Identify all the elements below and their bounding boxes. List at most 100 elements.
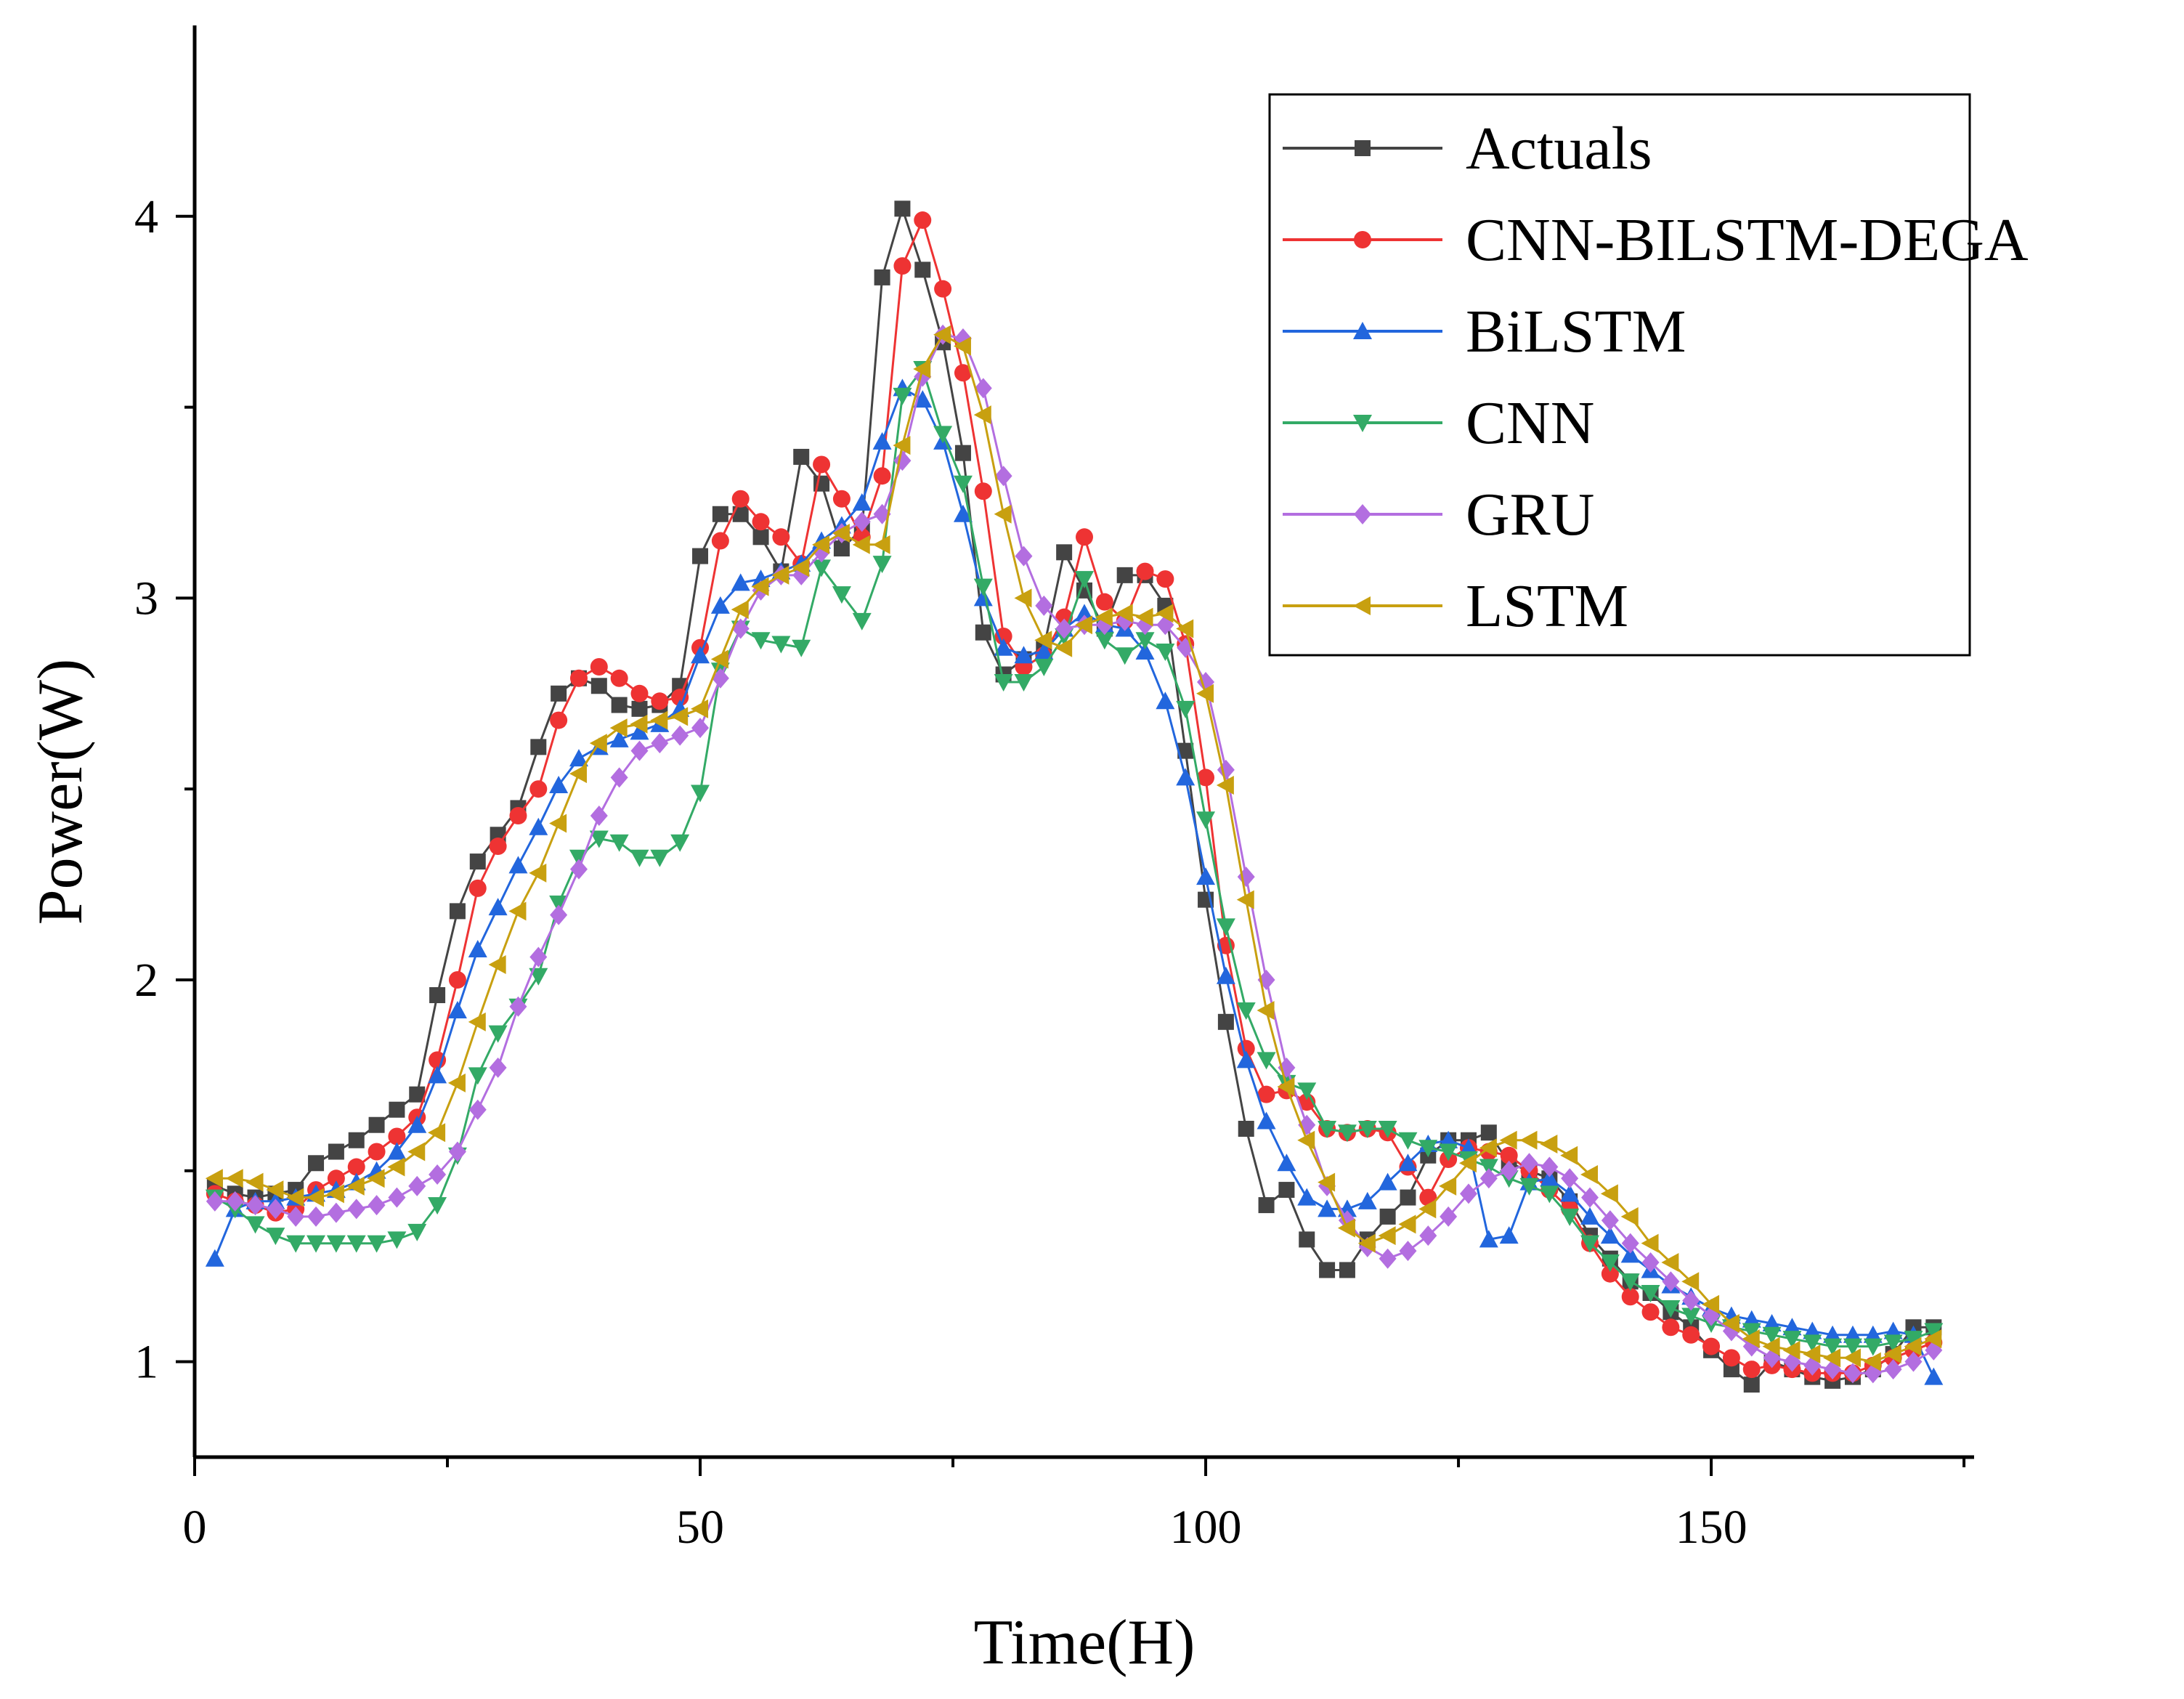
data-point	[994, 504, 1012, 524]
data-point	[630, 684, 649, 702]
data-point	[1458, 1153, 1477, 1173]
data-point	[1216, 966, 1235, 984]
data-point	[793, 448, 810, 465]
data-point	[1600, 1184, 1618, 1204]
data-point	[407, 1115, 427, 1133]
data-point	[550, 904, 568, 925]
y-axis-title: Power(W)	[25, 659, 96, 925]
data-point	[529, 946, 548, 968]
data-point	[1682, 1326, 1700, 1344]
legend-item: GRU	[1283, 481, 1594, 548]
legend-marker	[1353, 322, 1372, 339]
data-point	[792, 558, 810, 577]
legend-label: CNN-BILSTM-DEGA	[1466, 206, 2029, 274]
series-layer	[205, 200, 1944, 1393]
data-point	[609, 729, 629, 747]
data-point	[651, 692, 669, 710]
data-point	[609, 834, 629, 852]
data-point	[1055, 638, 1073, 657]
data-point	[1055, 618, 1073, 639]
data-point	[1217, 1013, 1234, 1030]
data-point	[1398, 1215, 1416, 1234]
data-point	[245, 1172, 264, 1192]
data-point	[1297, 1130, 1315, 1150]
data-point	[448, 1141, 466, 1162]
data-point	[1034, 659, 1054, 677]
data-point	[1337, 1124, 1357, 1143]
data-point	[1560, 1145, 1578, 1165]
data-point	[852, 535, 870, 554]
data-point	[852, 612, 872, 630]
data-point	[630, 714, 648, 734]
data-point	[751, 577, 769, 596]
data-point	[1580, 1207, 1600, 1225]
data-point	[206, 1191, 224, 1212]
data-point	[630, 849, 649, 867]
data-point	[508, 901, 527, 921]
data-point	[994, 674, 1013, 692]
data-point	[1135, 607, 1153, 627]
data-point	[1924, 1367, 1944, 1385]
data-point	[1236, 1050, 1256, 1069]
data-point	[509, 806, 527, 824]
data-point	[1621, 1288, 1639, 1306]
data-point	[1034, 641, 1054, 660]
data-point	[1277, 1077, 1295, 1097]
data-point	[387, 1231, 407, 1249]
data-point	[1519, 1177, 1539, 1196]
data-point	[630, 740, 649, 761]
data-point	[468, 879, 487, 897]
data-point	[670, 834, 690, 852]
data-point	[1601, 1265, 1619, 1283]
data-point	[569, 749, 588, 767]
data-point	[1238, 1120, 1254, 1137]
data-point	[994, 627, 1012, 645]
data-point	[1600, 1254, 1620, 1272]
data-point	[1095, 632, 1114, 650]
data-point	[832, 490, 851, 508]
data-point	[1883, 1345, 1901, 1364]
data-point	[953, 475, 973, 493]
data-point	[1662, 1271, 1680, 1292]
data-point	[1257, 1111, 1276, 1130]
data-point	[1823, 1348, 1841, 1368]
data-point	[286, 1188, 304, 1207]
data-point	[934, 280, 952, 298]
data-point	[893, 436, 911, 455]
data-point	[327, 1202, 345, 1223]
data-point	[447, 1001, 467, 1019]
data-point	[731, 618, 750, 639]
data-point	[388, 1187, 406, 1208]
data-point	[611, 697, 628, 713]
data-point	[1357, 1233, 1376, 1253]
data-point	[1681, 1272, 1700, 1292]
data-point	[771, 565, 789, 585]
data-point	[246, 1195, 264, 1216]
data-point	[1176, 768, 1195, 786]
data-point	[1560, 1184, 1580, 1202]
y-tick-label: 2	[134, 954, 158, 1007]
x-tick-label: 150	[1676, 1501, 1747, 1554]
data-point	[751, 632, 771, 650]
data-point	[1439, 1176, 1457, 1196]
data-point	[1540, 1185, 1559, 1204]
legend-item: Actuals	[1283, 115, 1652, 182]
data-point	[205, 1169, 223, 1188]
legend-marker	[1353, 415, 1372, 432]
data-point	[589, 734, 607, 753]
data-point	[1843, 1338, 1862, 1356]
data-point	[813, 455, 831, 474]
data-point	[590, 658, 608, 676]
data-point	[1904, 1331, 1923, 1349]
y-tick-label: 4	[134, 190, 158, 243]
data-point	[1601, 1210, 1619, 1231]
data-point	[953, 336, 971, 356]
data-point	[1258, 1197, 1275, 1214]
data-point	[1561, 1168, 1579, 1189]
data-point	[326, 1184, 344, 1204]
legend-label: Actuals	[1466, 115, 1652, 182]
data-point	[974, 378, 992, 399]
data-point	[286, 1235, 306, 1253]
data-point	[1620, 1207, 1639, 1226]
data-point	[1076, 528, 1093, 546]
